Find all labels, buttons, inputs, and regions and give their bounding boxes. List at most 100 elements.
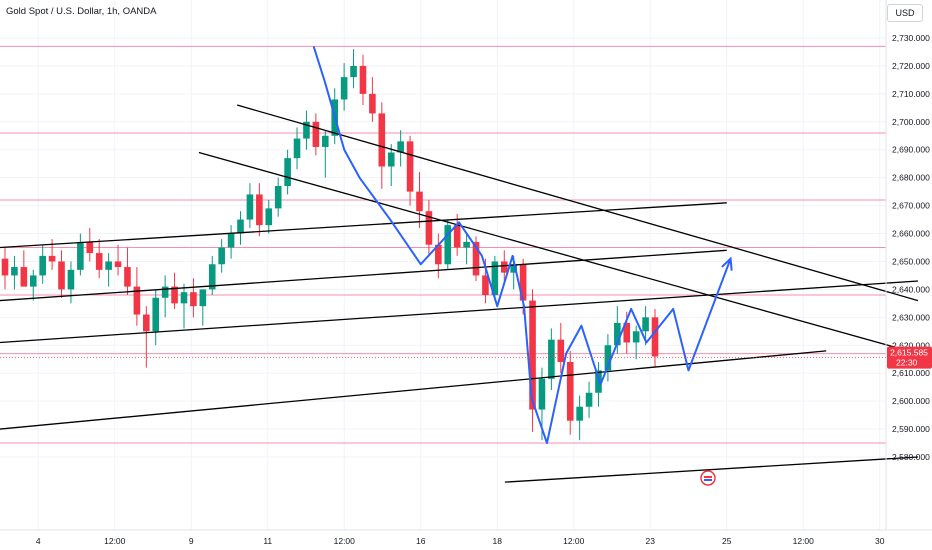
candle-body <box>576 406 583 421</box>
candle <box>161 275 169 318</box>
candle <box>190 278 197 318</box>
candle-body <box>416 191 423 212</box>
candle-body <box>114 261 122 268</box>
candle <box>359 54 367 106</box>
candle <box>397 130 404 167</box>
candle <box>171 272 178 309</box>
candle-body <box>171 286 178 304</box>
candle <box>133 267 141 326</box>
trend-line-0 <box>236 104 919 302</box>
candle-body <box>519 264 527 301</box>
candle-body <box>453 225 461 248</box>
candle <box>303 110 310 150</box>
projection-polyline <box>312 46 732 445</box>
candle-body <box>133 286 141 315</box>
candle <box>340 63 348 111</box>
candle-body <box>190 292 197 307</box>
candle <box>11 255 18 290</box>
price-tick-label: 2,720.000 <box>892 61 930 71</box>
candle-body <box>208 264 216 290</box>
candle <box>312 113 320 156</box>
candle-body <box>105 261 112 270</box>
candle-body <box>321 135 329 147</box>
candle-body <box>406 141 414 192</box>
candle-body <box>595 370 602 393</box>
candle <box>369 77 376 122</box>
candle-body <box>463 241 470 248</box>
price-tick-label: 2,730.000 <box>892 33 930 43</box>
candle <box>293 127 301 170</box>
price-axis: 2,730.000 2,720.000 2,710.000 2,700.000 2,69… <box>892 33 930 462</box>
candle <box>237 211 244 245</box>
candle <box>256 183 263 237</box>
candle-body <box>199 289 207 307</box>
candle-body <box>482 275 489 295</box>
candle <box>77 233 84 276</box>
candle-body <box>161 286 169 298</box>
candle <box>435 233 442 279</box>
price-tick-label: 2,670.000 <box>892 201 930 211</box>
time-tick-label: 9 <box>189 536 194 546</box>
candle-body <box>378 113 386 167</box>
candle-body <box>48 255 56 262</box>
candle <box>246 183 254 228</box>
time-tick-label: 11 <box>263 536 272 546</box>
candle <box>274 177 282 217</box>
candle <box>95 239 103 279</box>
currency-button[interactable]: USD <box>887 4 923 22</box>
time-axis: 4 12:00 9 11 12:00 16 18 12:00 23 25 12:00 30 <box>36 536 885 546</box>
time-tick-label: 16 <box>416 536 426 546</box>
price-tick-label: 2,580.000 <box>892 452 930 462</box>
trend-line-2 <box>0 202 727 249</box>
candle <box>453 213 461 256</box>
candle <box>58 250 65 298</box>
candle-body <box>444 225 452 265</box>
candle <box>576 395 583 441</box>
candle-body <box>77 241 84 270</box>
candle <box>39 244 46 284</box>
candle-body <box>614 322 621 346</box>
candle-body <box>585 392 593 407</box>
price-tick-label: 2,620.000 <box>892 340 930 350</box>
price-tick-label: 2,630.000 <box>892 312 930 322</box>
candle-body <box>274 186 282 209</box>
candle-body <box>152 297 160 332</box>
price-tick-label: 2,690.000 <box>892 145 930 155</box>
candle-body <box>435 244 442 265</box>
candle <box>651 308 659 368</box>
candle-body <box>11 267 18 276</box>
candle-body <box>237 219 244 234</box>
candle-body <box>425 211 433 245</box>
candle-body <box>359 65 367 94</box>
candle-body <box>227 233 235 248</box>
candle <box>208 255 216 295</box>
candle <box>566 350 574 435</box>
candle-body <box>548 339 555 379</box>
candle-body <box>58 261 65 290</box>
candle-body <box>340 77 348 100</box>
candle <box>557 322 565 374</box>
candle-body <box>510 264 517 273</box>
price-tag-value: 2,615.585 <box>890 348 928 358</box>
candle-body <box>491 261 499 295</box>
price-tag-countdown: 22:30 <box>896 358 918 368</box>
candle-body <box>642 317 649 332</box>
trend-line-6 <box>504 456 919 483</box>
candle <box>350 49 357 89</box>
economic-event-icon[interactable] <box>700 470 716 486</box>
candle-body <box>284 158 291 187</box>
candle <box>265 200 273 234</box>
candle <box>152 289 160 346</box>
candle <box>406 135 414 206</box>
time-tick-label: 4 <box>36 536 41 546</box>
candle <box>387 144 395 187</box>
candle <box>472 236 480 282</box>
candle <box>425 200 433 256</box>
candle <box>548 328 555 390</box>
candle <box>227 225 235 259</box>
time-tick-label: 18 <box>493 536 503 546</box>
candle-body <box>180 292 188 304</box>
price-tick-label: 2,680.000 <box>892 173 930 183</box>
